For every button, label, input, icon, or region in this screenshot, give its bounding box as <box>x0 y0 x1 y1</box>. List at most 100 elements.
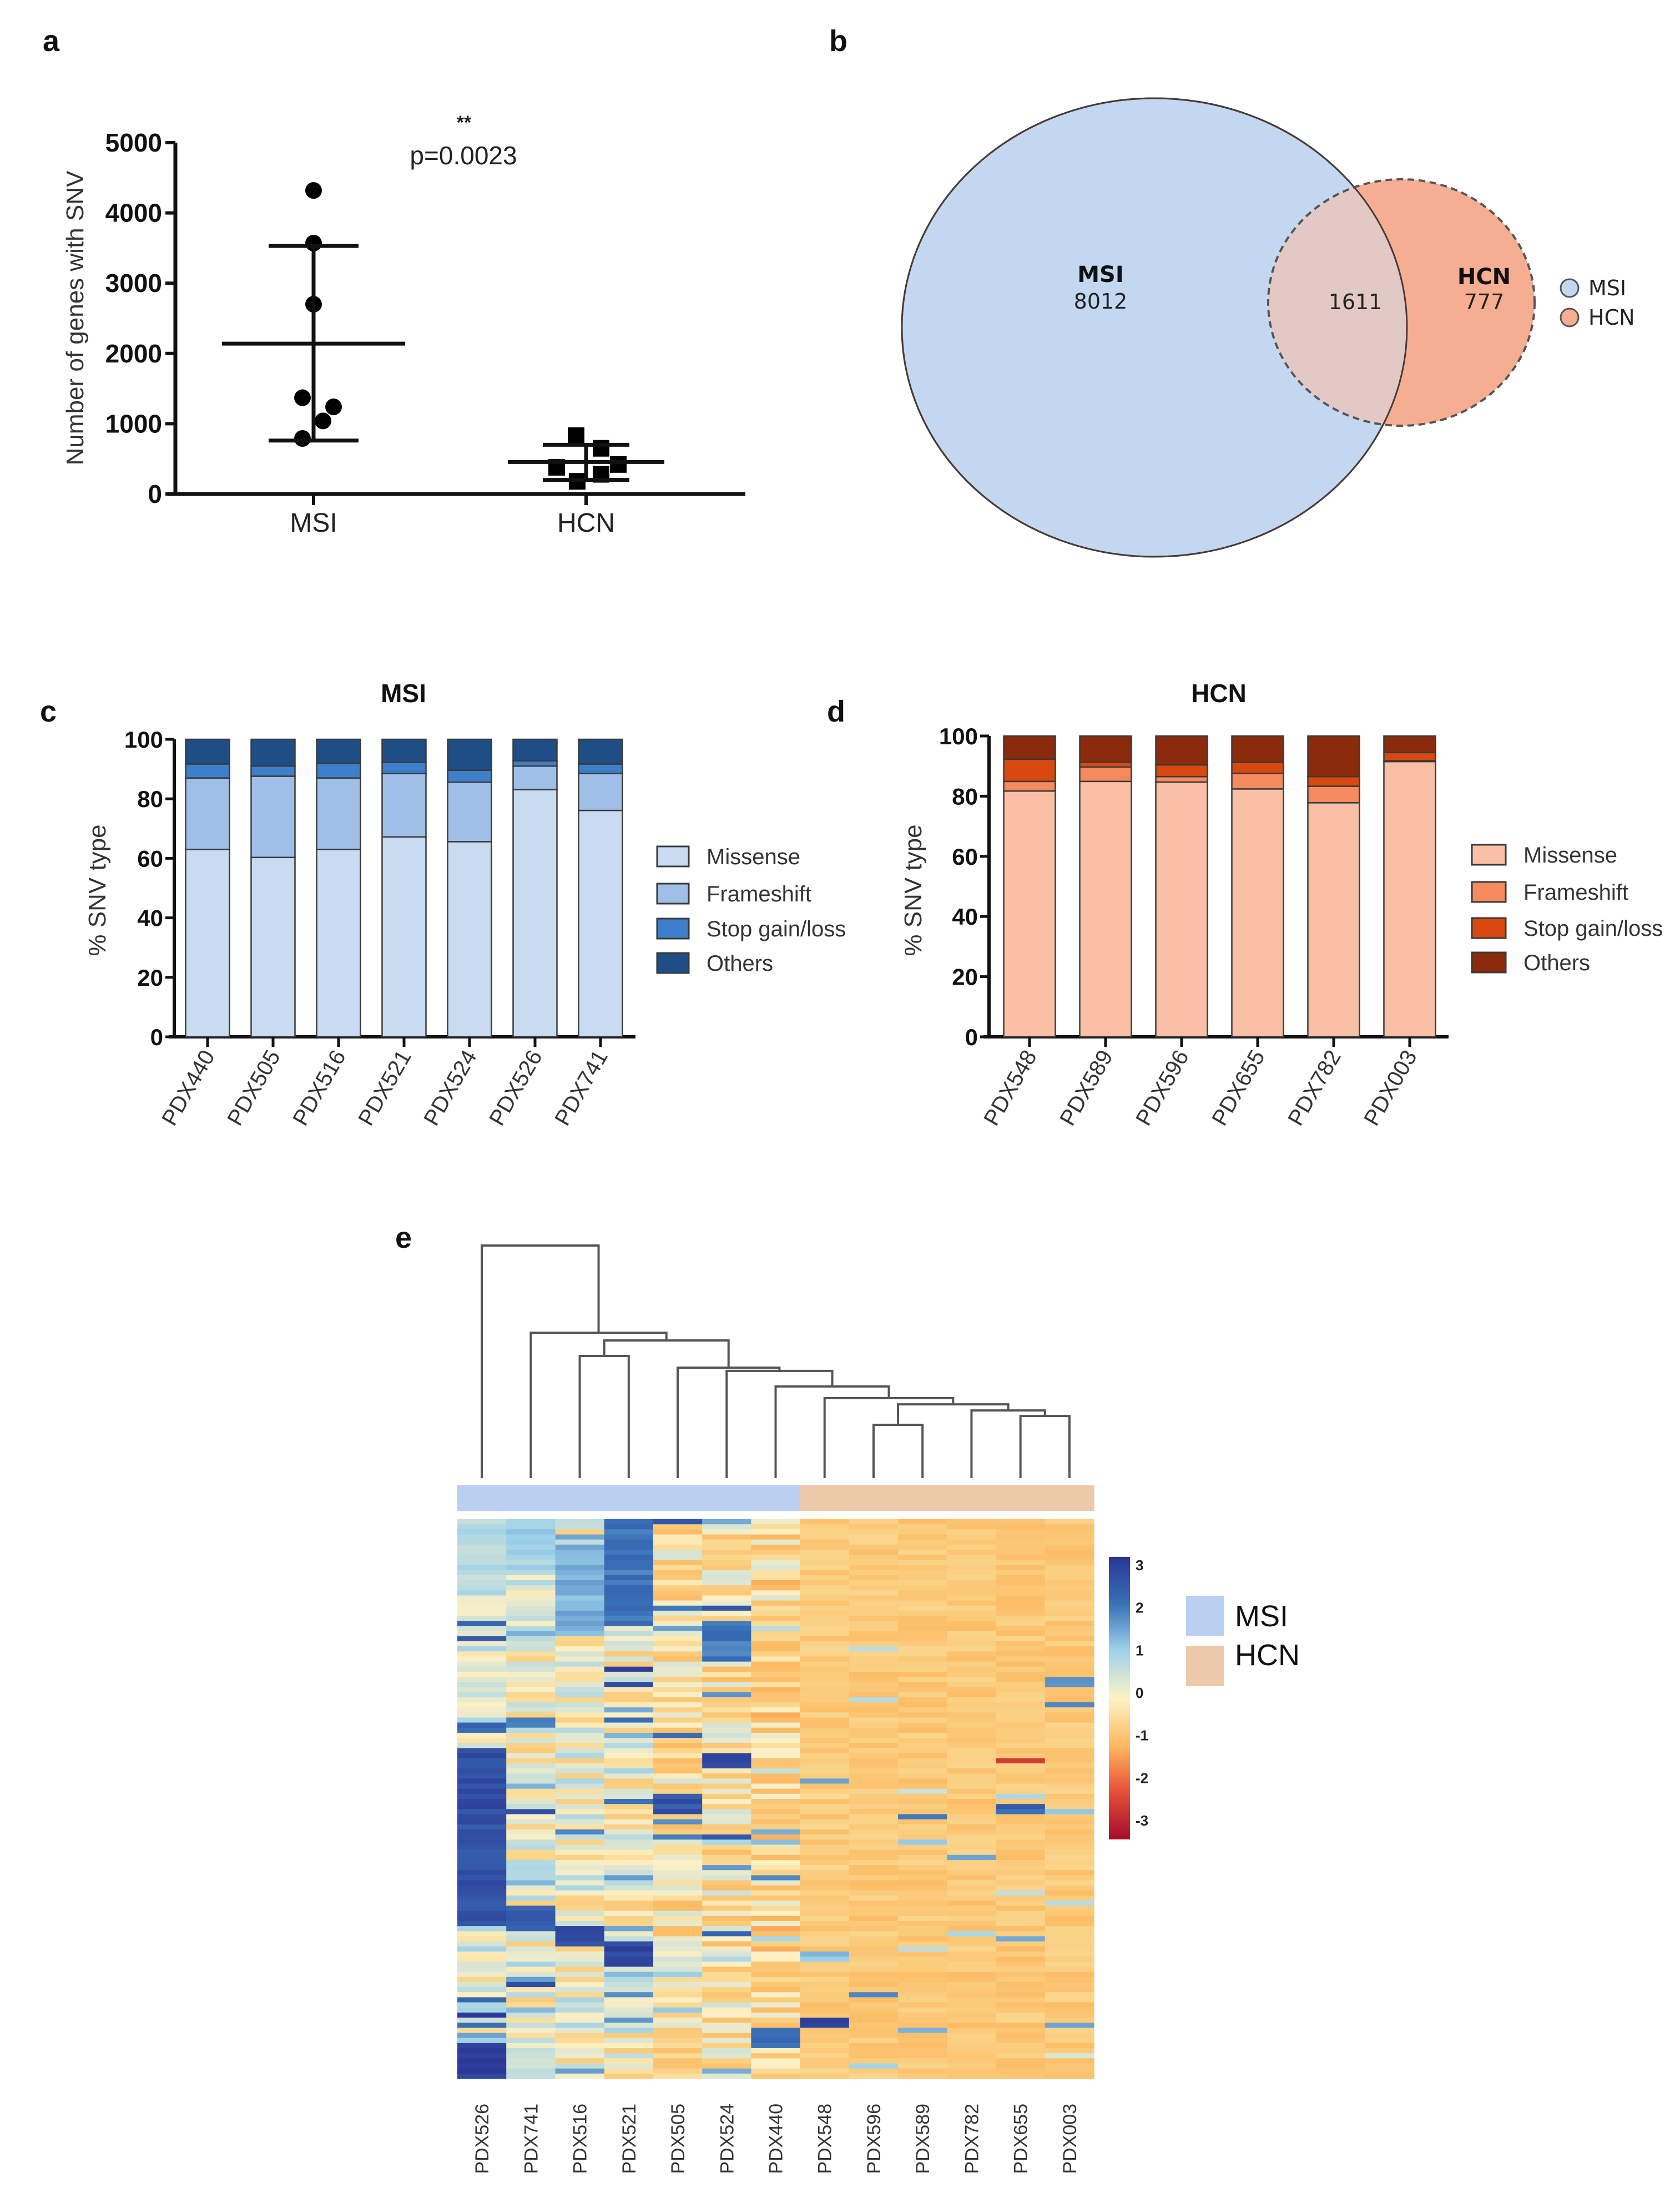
y-axis-label-a: Number of genes with SNV <box>62 170 89 465</box>
heatmap-cell <box>751 1860 801 1866</box>
heatmap-cell <box>653 1727 703 1733</box>
heatmap-cell <box>604 2028 654 2034</box>
heatmap-cell <box>506 1768 556 1774</box>
venn-count-hcn-only: 777 <box>1464 290 1505 314</box>
bar-segment-others <box>1003 735 1056 760</box>
heatmap-cell <box>457 2018 507 2023</box>
group-legend-label-hcn: HCN <box>1235 1639 1300 1672</box>
heatmap-cell <box>653 1687 703 1693</box>
heatmap-cell <box>996 2012 1046 2018</box>
heatmap-cell <box>898 1590 947 1596</box>
heatmap-cell <box>1045 1616 1094 1621</box>
heatmap-cell <box>702 1641 751 1647</box>
heatmap-cell <box>653 1910 703 1917</box>
heatmap-cell <box>702 1631 751 1637</box>
heatmap-cell <box>555 1743 605 1748</box>
heatmap-cell <box>996 1555 1046 1560</box>
heatmap-cell <box>849 1692 899 1698</box>
heatmap-cell <box>996 1600 1046 1606</box>
legend-swatch <box>1471 951 1507 974</box>
heatmap-cell <box>996 1977 1046 1983</box>
heatmap-cell <box>653 1529 703 1535</box>
heatmap-cell <box>506 1931 556 1937</box>
heatmap-cell <box>555 1732 605 1738</box>
heatmap-cell <box>849 1565 899 1571</box>
heatmap-cell <box>555 2033 605 2039</box>
heatmap-cell <box>457 1656 507 1662</box>
heatmap-cell <box>702 1946 751 1952</box>
heatmap-cell <box>849 1707 899 1713</box>
heatmap-cell <box>849 1809 899 1815</box>
heatmap-cell <box>849 1651 899 1657</box>
heatmap-cell <box>947 1768 997 1774</box>
heatmap-cell <box>800 1849 850 1856</box>
heatmap-cell <box>898 1951 947 1957</box>
heatmap-cell <box>800 1748 850 1754</box>
heatmap-cell <box>800 1860 850 1866</box>
heatmap-cell <box>996 1814 1046 1820</box>
heatmap-cell <box>849 2012 899 2018</box>
heatmap-cell <box>702 1839 751 1846</box>
heatmap-cell <box>800 2068 850 2074</box>
heatmap-cell <box>996 2018 1046 2023</box>
heatmap-cell <box>653 1814 703 1820</box>
heatmap-cell <box>457 1926 507 1932</box>
heatmap-cell <box>457 1732 507 1738</box>
heatmap-cell <box>947 1738 997 1743</box>
heatmap-cell <box>996 1880 1046 1886</box>
heatmap-cell <box>604 1957 654 1962</box>
heatmap-cell <box>751 1544 801 1550</box>
heatmap-cell <box>653 1773 703 1779</box>
heatmap-cell <box>1045 1783 1094 1789</box>
heatmap-cell <box>996 1717 1046 1723</box>
heatmap-cell <box>996 1682 1046 1687</box>
heatmap-cell <box>604 1941 654 1947</box>
heatmap-cell <box>800 1992 850 1998</box>
heatmap-cell <box>996 1524 1046 1530</box>
heatmap-cell <box>457 1671 507 1677</box>
heatmap-cell <box>604 1595 654 1601</box>
heatmap-cell <box>653 1768 703 1774</box>
bar-segment-others <box>1079 735 1132 763</box>
heatmap-cell <box>898 1616 947 1621</box>
heatmap-cell <box>800 1605 850 1611</box>
heatmap-cell <box>996 1585 1046 1591</box>
x-category-hcn: HCN <box>557 508 615 538</box>
heatmap-cell <box>996 1595 1046 1601</box>
heatmap-cell <box>800 1580 850 1586</box>
heatmap-cell <box>604 1967 654 1973</box>
heatmap-cell <box>457 1793 507 1799</box>
heatmap-cell <box>1045 1651 1094 1657</box>
legend-swatch-hcn <box>1560 307 1580 327</box>
heatmap-cell <box>849 1722 899 1728</box>
bar-segment-frameshift <box>250 775 296 859</box>
heatmap-cell <box>506 1529 556 1535</box>
heatmap-cell <box>653 1712 703 1718</box>
heatmap-cell <box>604 1524 654 1530</box>
heatmap-cell <box>849 1732 899 1738</box>
bar-segment-frameshift <box>512 765 558 790</box>
heatmap-cell <box>996 1621 1046 1627</box>
venn-count-msi-only: 8012 <box>1074 289 1128 314</box>
heatmap-cell <box>996 1656 1046 1662</box>
heatmap-cell <box>947 1732 997 1738</box>
heatmap-cell <box>800 1839 850 1846</box>
heatmap-cell <box>1045 1590 1094 1596</box>
heatmap-cell <box>604 1702 654 1708</box>
heatmap-cell <box>653 1585 703 1591</box>
heatmap-cell <box>947 1702 997 1708</box>
heatmap-cell <box>555 1626 605 1632</box>
heatmap-cell <box>555 1717 605 1723</box>
heatmap-cell <box>702 1661 751 1667</box>
heatmap-cell <box>702 1875 751 1881</box>
heatmap-cell <box>653 1997 703 2003</box>
heatmap-cell <box>947 1560 997 1566</box>
colorbar-tick-label: -3 <box>1136 1812 1148 1829</box>
heatmap-cell <box>947 1967 997 1973</box>
heatmap-cell <box>996 1529 1046 1535</box>
heatmap-cell <box>898 1972 947 1978</box>
heatmap-cell <box>506 1809 556 1815</box>
heatmap-cell <box>1045 1880 1094 1886</box>
heatmap-cell <box>947 1885 997 1891</box>
heatmap-cell <box>947 1631 997 1637</box>
